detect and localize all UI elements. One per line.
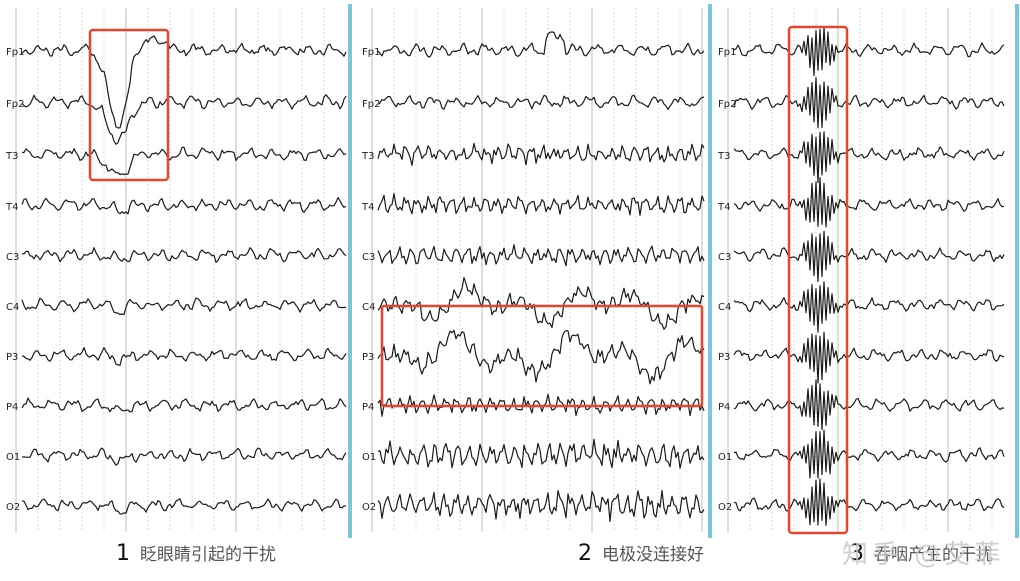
artifact-box-blink xyxy=(88,28,170,182)
channel-label: O2 xyxy=(6,502,20,513)
eeg-trace-t3 xyxy=(21,146,347,176)
channel-label: C3 xyxy=(6,252,19,263)
caption-panel-2: 2 电极没连接好 xyxy=(578,540,704,566)
eeg-trace-p3 xyxy=(377,329,705,385)
eeg-trace-t4 xyxy=(377,193,705,216)
caption-panel-1: 1 眨眼睛引起的干扰 xyxy=(116,540,276,566)
channel-label: O1 xyxy=(362,452,376,463)
channel-label: O1 xyxy=(718,452,732,463)
channel-label: Fp2 xyxy=(718,99,736,110)
caption-text: 电极没连接好 xyxy=(602,545,704,565)
channel-label: T3 xyxy=(5,151,18,162)
channel-label: C3 xyxy=(362,252,375,263)
caption-number: 3 xyxy=(850,541,864,566)
eeg-trace-o1 xyxy=(377,438,705,469)
channel-label: O1 xyxy=(6,452,20,463)
eeg-trace-c3 xyxy=(733,230,1005,283)
channel-label: Fp1 xyxy=(718,47,736,58)
channel-label: P4 xyxy=(718,402,730,413)
caption-number: 2 xyxy=(578,541,592,566)
channel-label: Fp1 xyxy=(6,47,24,58)
eeg-trace-c3 xyxy=(22,247,347,263)
eeg-trace-fp1 xyxy=(377,31,705,58)
channel-label: C4 xyxy=(718,302,731,313)
eeg-trace-t3 xyxy=(733,131,1005,184)
eeg-trace-p3 xyxy=(21,346,347,366)
channel-label: P3 xyxy=(718,352,730,363)
caption-text: 吞咽产生的干扰 xyxy=(874,545,993,565)
eeg-trace-fp2 xyxy=(21,94,347,145)
channel-label: T4 xyxy=(717,202,730,213)
eeg-trace-o1 xyxy=(21,447,347,466)
eeg-trace-o2 xyxy=(377,490,705,523)
eeg-trace-o2 xyxy=(21,498,347,515)
eeg-trace-fp1 xyxy=(21,35,347,129)
caption-number: 1 xyxy=(116,541,130,566)
artifact-box-swallow xyxy=(787,25,849,535)
eeg-trace-c3 xyxy=(377,244,705,267)
channel-label: T3 xyxy=(361,151,374,162)
channel-label: O2 xyxy=(718,502,732,513)
channel-label: C4 xyxy=(6,302,19,313)
eeg-trace-t4 xyxy=(733,177,1005,228)
eeg-trace-c4 xyxy=(377,276,705,330)
channel-label: P3 xyxy=(362,352,374,363)
channel-label: P4 xyxy=(362,402,374,413)
eeg-trace-c4 xyxy=(733,281,1005,333)
eeg-trace-o1 xyxy=(733,429,1005,479)
eeg-trace-t3 xyxy=(377,142,705,166)
artifact-box-electrode xyxy=(380,304,704,408)
channel-label: Fp1 xyxy=(362,47,380,58)
channel-label: T4 xyxy=(361,202,374,213)
channel-label: C3 xyxy=(718,252,731,263)
watermark: 知乎 @艾菲 xyxy=(842,540,1005,570)
channel-label: T4 xyxy=(5,202,18,213)
eeg-trace-p4 xyxy=(21,397,347,413)
channel-label: P4 xyxy=(6,402,18,413)
eeg-trace-p4 xyxy=(377,393,705,417)
caption-panel-3: 3 吞咽产生的干扰 xyxy=(850,540,993,566)
eeg-trace-fp1 xyxy=(733,26,1005,77)
eeg-trace-t4 xyxy=(21,197,347,215)
channel-label: P3 xyxy=(6,352,18,363)
channel-label: O2 xyxy=(362,502,376,513)
eeg-trace-o2 xyxy=(733,478,1005,526)
channel-label: Fp2 xyxy=(6,99,24,110)
eeg-trace-p4 xyxy=(733,379,1005,431)
caption-text: 眨眼睛引起的干扰 xyxy=(140,545,276,565)
channel-label: Fp2 xyxy=(362,99,380,110)
eeg-figure: Fp1 Fp2 T3 T4 C3 C4 P3 P4 O1 O2 Fp1 Fp2 T3 T4 C3 C4 P3 P4… xyxy=(5,4,1019,538)
channel-label: C4 xyxy=(362,302,375,313)
eeg-trace-c4 xyxy=(21,297,347,316)
eeg-trace-p3 xyxy=(733,331,1005,384)
channel-label: T3 xyxy=(717,151,730,162)
eeg-trace-fp2 xyxy=(377,94,705,111)
eeg-trace-fp2 xyxy=(733,76,1005,129)
